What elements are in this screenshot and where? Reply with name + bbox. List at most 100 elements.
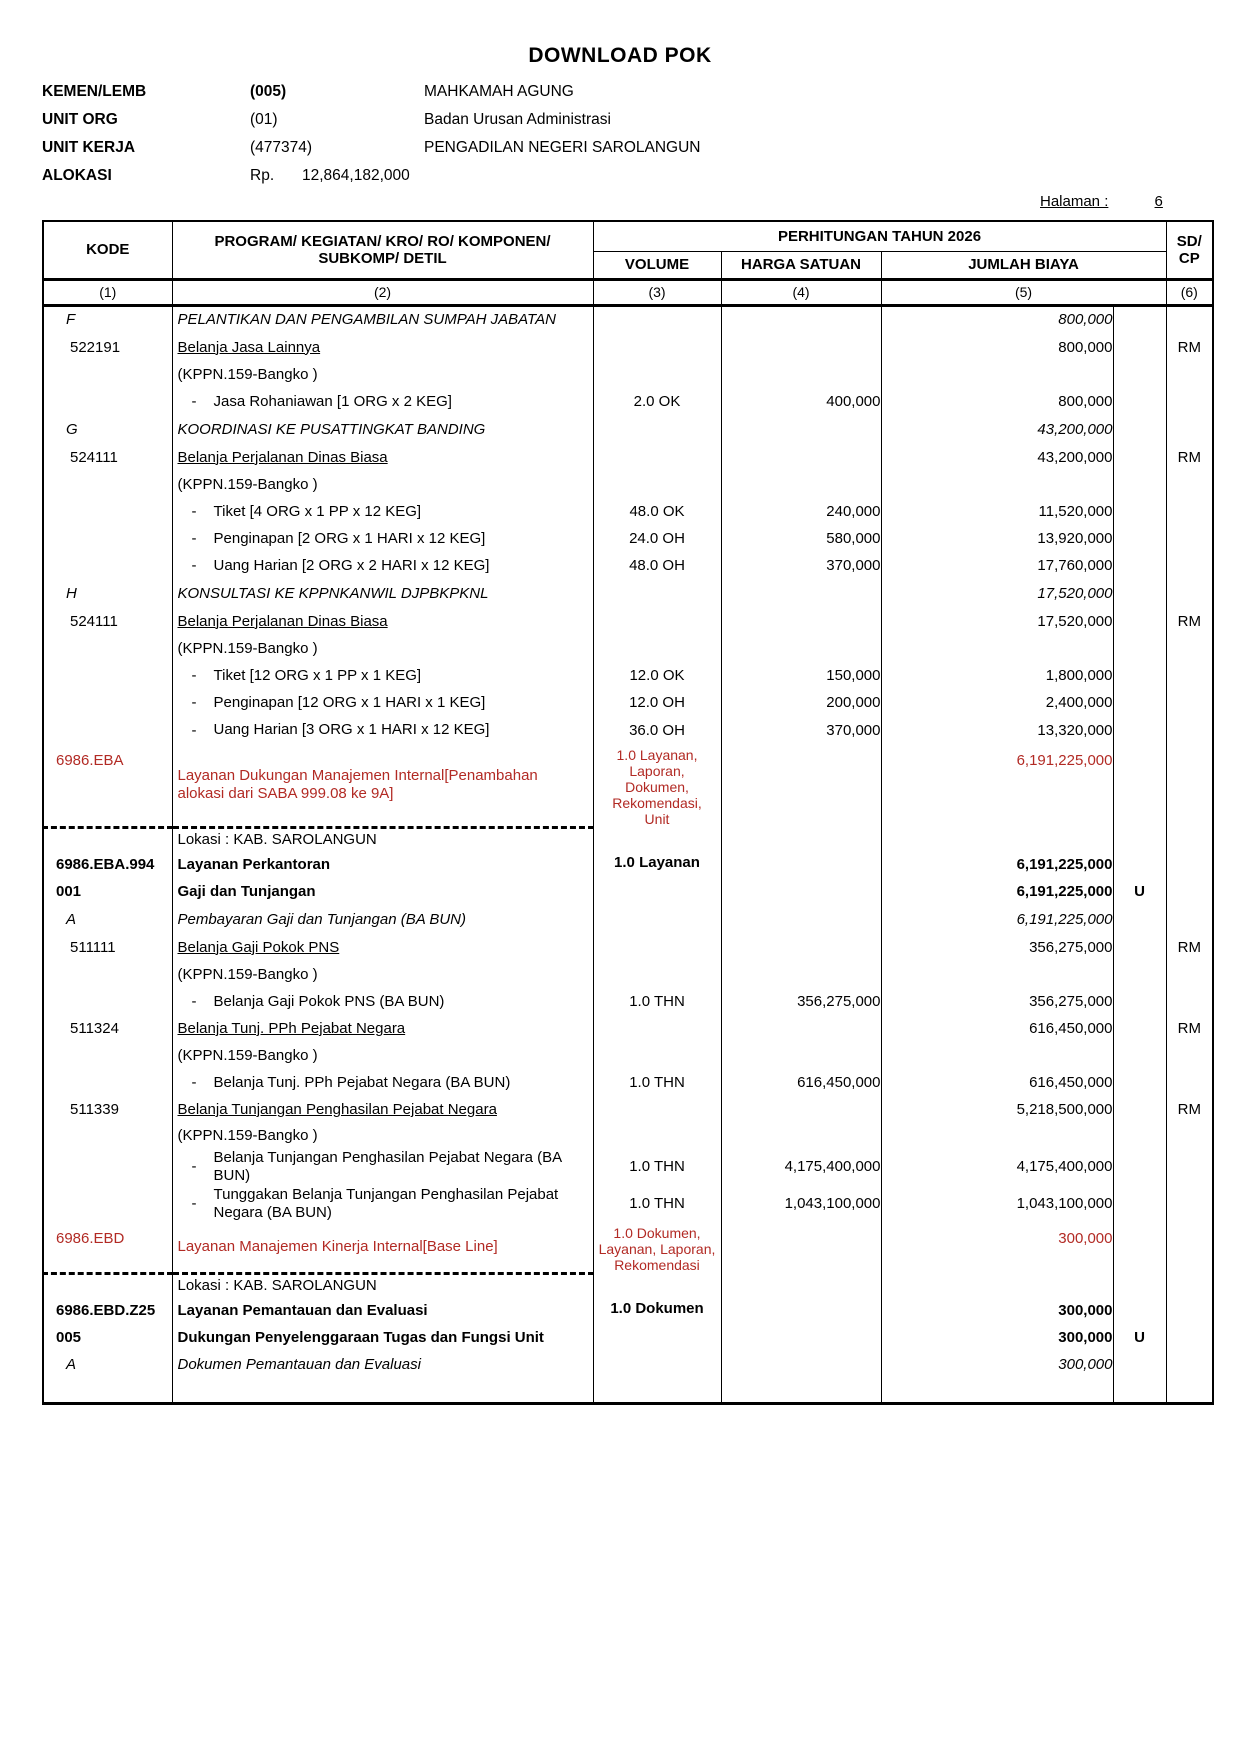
- cell-harga-satuan: [720, 1324, 882, 1351]
- detail-text: Lokasi : KAB. SAROLANGUN: [177, 830, 377, 848]
- detail-item: - Penginapan [2 ORG x 1 HARI x 12 KEG]: [173, 530, 592, 548]
- cell-sd-cp: [1165, 1296, 1214, 1324]
- cell-volume: 2.0 OK: [592, 388, 722, 415]
- cell-jumlah-biaya: 13,320,000: [880, 716, 1114, 744]
- cell-kode: 005: [42, 1324, 173, 1351]
- table-row: 6986.EBA Layanan Dukungan Manajemen Inter…: [42, 744, 1214, 827]
- cell-detail: - Uang Harian [2 ORG x 2 HARI x 12 KEG]: [171, 552, 594, 579]
- kemenlemb-value: MAHKAMAH AGUNG: [424, 83, 574, 100]
- col-num-6: (6): [1165, 279, 1214, 307]
- kode-text: 511339: [70, 1101, 119, 1118]
- cell-sd-cp: [1165, 744, 1214, 827]
- cell-kode: [42, 635, 173, 662]
- cell-kode: [42, 1042, 173, 1069]
- cell-u-flag: [1112, 498, 1167, 525]
- cell-detail: - Penginapan [12 ORG x 1 HARI x 1 KEG]: [171, 689, 594, 716]
- cell-jumlah-biaya: [880, 827, 1114, 850]
- dash-marker: -: [191, 1074, 197, 1091]
- cell-kode: 6986.EBD.Z25: [42, 1296, 173, 1324]
- cell-volume: [592, 1015, 722, 1042]
- table-row: - Penginapan [12 ORG x 1 HARI x 1 KEG] 12.…: [42, 689, 1214, 716]
- meta-row-unit-kerja: UNIT KERJA (477374) PENGADILAN NEGERI SA…: [42, 134, 802, 162]
- kode-text: A: [66, 1356, 77, 1373]
- cell-jumlah-biaya: 43,200,000: [880, 415, 1114, 443]
- pok-table: KODE PROGRAM/ KEGIATAN/ KRO/ RO/ KOMPONE…: [42, 220, 1215, 1405]
- cell-jumlah-biaya: [880, 1042, 1114, 1069]
- cell-volume: [592, 933, 722, 961]
- cell-harga-satuan: 240,000: [720, 498, 882, 525]
- alokasi-amount: 12,864,182,000: [302, 167, 410, 184]
- unit-org-value: Badan Urusan Administrasi: [424, 111, 611, 128]
- cell-u-flag: [1112, 305, 1167, 333]
- header-volume: VOLUME: [592, 251, 722, 281]
- cell-sd-cp: [1165, 878, 1214, 905]
- cell-u-flag: [1112, 443, 1167, 471]
- cell-harga-satuan: [720, 1123, 882, 1148]
- table-row: (KPPN.159-Bangko ): [42, 635, 1214, 662]
- cell-sd-cp: [1165, 827, 1214, 850]
- detail-text: (KPPN.159-Bangko ): [177, 1127, 318, 1144]
- detail-text: Lokasi : KAB. SAROLANGUN: [177, 1276, 377, 1294]
- cell-detail: Layanan Pemantauan dan Evaluasi: [171, 1296, 594, 1324]
- cell-u-flag: [1112, 579, 1167, 607]
- cell-detail: Belanja Jasa Lainnya: [171, 333, 594, 361]
- kode-text: 6986.EBA: [56, 752, 124, 769]
- detail-text: (KPPN.159-Bangko ): [177, 476, 318, 493]
- cell-sd-cp: [1165, 689, 1214, 716]
- cell-volume: [592, 1351, 722, 1378]
- dash-marker: -: [191, 503, 197, 520]
- cell-jumlah-biaya: 800,000: [880, 305, 1114, 333]
- cell-u-flag: [1112, 1096, 1167, 1123]
- cell-volume: 12.0 OK: [592, 662, 722, 689]
- table-row: H KONSULTASI KE KPPNKANWIL DJPBKPKNL 17,52…: [42, 579, 1214, 607]
- header-program: PROGRAM/ KEGIATAN/ KRO/ RO/ KOMPONEN/ SU…: [171, 221, 594, 281]
- meta-row-unit-org: UNIT ORG (01) Badan Urusan Administrasi: [42, 106, 802, 134]
- dash-marker: -: [191, 694, 197, 711]
- cell-sd-cp: [1165, 1148, 1214, 1185]
- cell-harga-satuan: [720, 961, 882, 988]
- detail-text: Belanja Perjalanan Dinas Biasa: [177, 448, 388, 466]
- cell-harga-satuan: [720, 305, 882, 333]
- table-row: - Tunggakan Belanja Tunjangan Penghasilan…: [42, 1185, 1214, 1222]
- cell-harga-satuan: [720, 1351, 882, 1378]
- cell-kode: 6986.EBA.994: [42, 850, 173, 878]
- detail-text: Tiket [4 ORG x 1 PP x 12 KEG]: [213, 502, 422, 520]
- column-number-row: (1) (2) (3) (4) (5) (6): [42, 279, 1214, 307]
- cell-u-flag: [1112, 1015, 1167, 1042]
- cell-harga-satuan: 580,000: [720, 525, 882, 552]
- detail-text: Layanan Dukungan Manajemen Internal[Pena…: [177, 766, 538, 802]
- col-num-5: (5): [880, 279, 1167, 307]
- cell-sd-cp: [1165, 1222, 1214, 1273]
- cell-detail: Pembayaran Gaji dan Tunjangan (BA BUN): [171, 905, 594, 933]
- detail-text: Dokumen Pemantauan dan Evaluasi: [177, 1356, 422, 1373]
- cell-sd-cp: [1165, 850, 1214, 878]
- cell-sd-cp: [1165, 905, 1214, 933]
- table-row: - Belanja Tunj. PPh Pejabat Negara (BA BU…: [42, 1069, 1214, 1096]
- cell-sd-cp: [1165, 716, 1214, 744]
- detail-text: Gaji dan Tunjangan: [177, 883, 316, 900]
- detail-text: Tiket [12 ORG x 1 PP x 1 KEG]: [213, 666, 422, 684]
- cell-detail: Belanja Perjalanan Dinas Biasa: [171, 443, 594, 471]
- table-row: - Jasa Rohaniawan [1 ORG x 2 KEG] 2.0 OK 40…: [42, 388, 1214, 415]
- cell-detail: Belanja Gaji Pokok PNS: [171, 933, 594, 961]
- cell-volume: 1.0 Layanan: [592, 850, 722, 878]
- table-row: 005 Dukungan Penyelenggaraan Tugas dan Fu…: [42, 1324, 1214, 1351]
- detail-text: PELANTIKAN DAN PENGAMBILAN SUMPAH JABATA…: [177, 311, 556, 329]
- cell-sd-cp: [1165, 361, 1214, 388]
- cell-u-flag: [1112, 662, 1167, 689]
- cell-harga-satuan: [720, 443, 882, 471]
- table-row: G KOORDINASI KE PUSATTINGKAT BANDING 43,20…: [42, 415, 1214, 443]
- cell-kode: [42, 662, 173, 689]
- col-num-4: (4): [720, 279, 882, 307]
- cell-kode: 6986.EBA: [42, 744, 173, 827]
- cell-kode: A: [42, 1351, 173, 1378]
- cell-harga-satuan: [720, 1096, 882, 1123]
- cell-u-flag: U: [1112, 878, 1167, 905]
- cell-volume: [592, 1273, 722, 1296]
- cell-detail: - Tiket [12 ORG x 1 PP x 1 KEG]: [171, 662, 594, 689]
- cell-jumlah-biaya: 13,920,000: [880, 525, 1114, 552]
- cell-kode: [42, 361, 173, 388]
- cell-kode: H: [42, 579, 173, 607]
- kode-text: 524111: [70, 612, 118, 630]
- cell-sd-cp: [1165, 988, 1214, 1015]
